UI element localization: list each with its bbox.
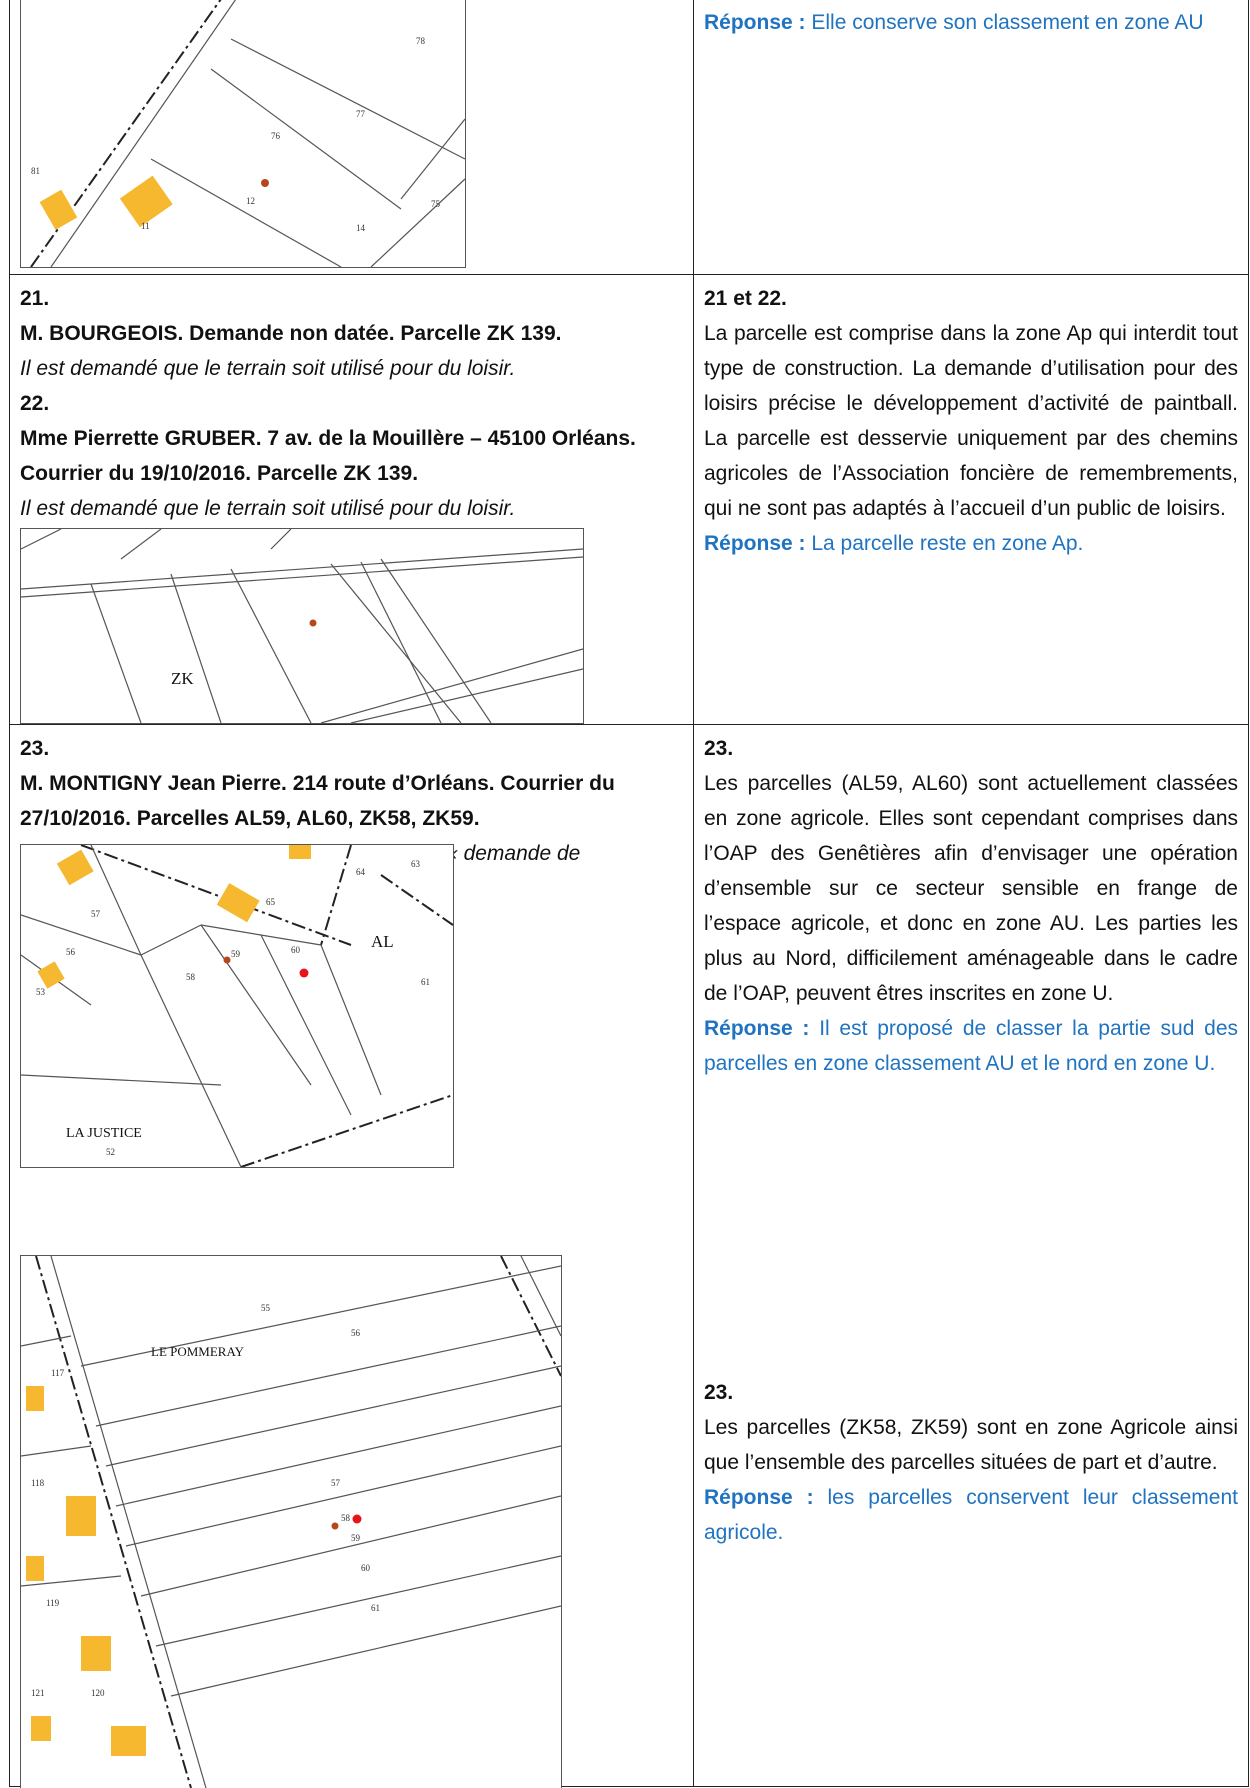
block: 23. Les parcelles (ZK58, ZK59) sont en z… xyxy=(704,1375,1238,1550)
answer: Réponse : La parcelle reste en zone Ap. xyxy=(704,526,1238,561)
map-label: 63 xyxy=(411,859,421,869)
map: 78 77 76 81 11 12 14 75 xyxy=(20,0,466,268)
map: AL LA JUSTICE 52 57 56 53 58 59 60 61 63… xyxy=(20,844,454,1168)
answer: Réponse : Il est proposé de classer la p… xyxy=(704,1011,1238,1081)
map-label: 119 xyxy=(46,1598,60,1608)
map-label: 14 xyxy=(356,223,366,233)
answer-label: Réponse : xyxy=(704,11,806,34)
entry-number: 21. xyxy=(20,287,50,310)
map-label: 77 xyxy=(356,109,366,119)
map-label: 61 xyxy=(421,977,430,987)
map-label: 117 xyxy=(51,1368,65,1378)
answer-label: Réponse : xyxy=(704,1017,810,1040)
map-label: ZK xyxy=(171,669,194,688)
cell: 21 et 22. La parcelle est comprise dans … xyxy=(693,274,1249,725)
map-label: 57 xyxy=(91,909,101,919)
map-label: 75 xyxy=(431,199,441,209)
map-label: 64 xyxy=(356,867,366,877)
map-label: 57 xyxy=(331,1478,341,1488)
answer: Réponse : Elle conserve son classement e… xyxy=(704,5,1238,40)
map-label: 58 xyxy=(186,972,196,982)
map-label: 60 xyxy=(361,1563,371,1573)
map: LE POMMERAY 55 56 57 58 59 60 61 117 118… xyxy=(20,1255,562,1788)
map-label: 81 xyxy=(31,166,40,176)
map-label: 11 xyxy=(141,221,150,231)
map-label: 78 xyxy=(416,36,426,46)
map-label: 76 xyxy=(271,131,281,141)
map-label: 120 xyxy=(91,1688,105,1698)
heading: 23. xyxy=(704,737,734,760)
map-label: 56 xyxy=(351,1328,361,1338)
entry-request: Il est demandé que le terrain soit utili… xyxy=(20,357,516,380)
entry-number: 23. xyxy=(20,737,50,760)
map-label: 121 xyxy=(31,1688,45,1698)
heading: 21 et 22. xyxy=(704,287,787,310)
map-label: LA JUSTICE xyxy=(66,1126,142,1141)
cell: Réponse : Elle conserve son classement e… xyxy=(693,0,1249,275)
answer-text: Elle conserve son classement en zone AU xyxy=(811,11,1204,34)
map-label: 12 xyxy=(246,196,255,206)
map-label: 56 xyxy=(66,947,76,957)
entry-title: M. BOURGEOIS. Demande non datée. Parcell… xyxy=(20,322,562,345)
heading: 23. xyxy=(704,1381,734,1404)
map-label: 59 xyxy=(231,949,241,959)
map-label: LE POMMERAY xyxy=(151,1344,245,1359)
answer-text: Il est proposé de classer la partie sud … xyxy=(704,1017,1239,1075)
cell: 21. M. BOURGEOIS. Demande non datée. Par… xyxy=(9,274,694,725)
entry-number: 22. xyxy=(20,392,50,415)
cell: 23. Les parcelles (AL59, AL60) sont actu… xyxy=(693,724,1249,1787)
entry-title: Mme Pierrette GRUBER. 7 av. de la Mouill… xyxy=(20,427,636,485)
answer-label: Réponse : xyxy=(704,532,806,555)
map-label: 60 xyxy=(291,945,301,955)
map-label: 65 xyxy=(266,897,276,907)
map-label: 59 xyxy=(351,1533,361,1543)
answer-label: Réponse : xyxy=(704,1486,814,1509)
answer-text: les parcelles conservent leur classement… xyxy=(704,1486,1238,1544)
map-label: 55 xyxy=(261,1303,271,1313)
answer: Réponse : les parcelles conservent leur … xyxy=(704,1480,1238,1550)
map: ZK xyxy=(20,528,584,724)
entry-title: M. MONTIGNY Jean Pierre. 214 route d’Orl… xyxy=(20,772,615,830)
map-label: 118 xyxy=(31,1478,45,1488)
map-label: 53 xyxy=(36,987,46,997)
map-label: 61 xyxy=(371,1603,380,1613)
body: La parcelle est comprise dans la zone Ap… xyxy=(704,322,1238,520)
body: Les parcelles (ZK58, ZK59) sont en zone … xyxy=(704,1416,1238,1474)
map-label: 52 xyxy=(106,1147,115,1157)
map-label: 58 xyxy=(341,1513,351,1523)
entry-request: Il est demandé que le terrain soit utili… xyxy=(20,497,516,520)
map-label: AL xyxy=(371,932,394,951)
body: Les parcelles (AL59, AL60) sont actuelle… xyxy=(704,772,1238,1005)
answer-text: La parcelle reste en zone Ap. xyxy=(811,532,1084,555)
